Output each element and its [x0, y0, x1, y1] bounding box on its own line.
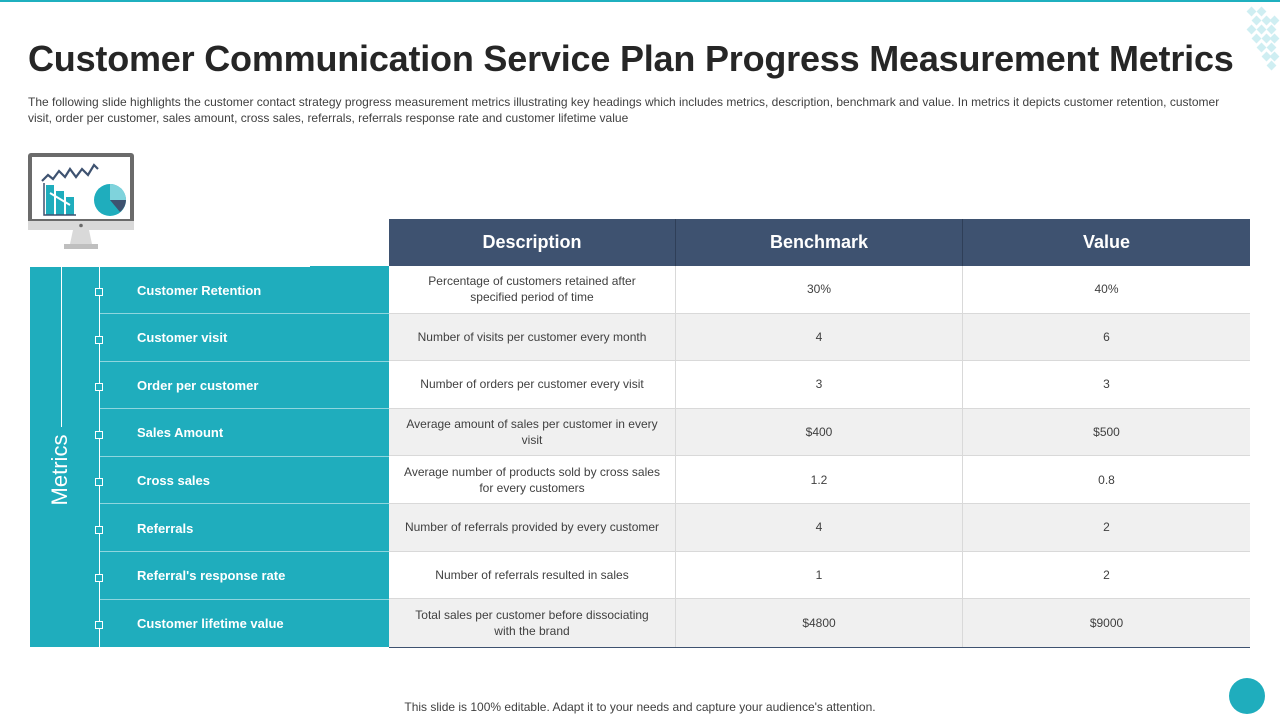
- metrics-vertical-label: Metrics: [47, 434, 72, 506]
- table-header: Description Benchmark Value: [389, 219, 1250, 266]
- metric-row: Cross sales: [100, 457, 389, 505]
- slide-subtitle: The following slide highlights the custo…: [28, 95, 1220, 125]
- timeline-marker: [95, 574, 103, 582]
- header-value: Value: [1082, 232, 1131, 252]
- connector-line: [61, 251, 62, 427]
- cell-description: Percentage of customers retained after s…: [389, 266, 676, 313]
- timeline-marker: [95, 526, 103, 534]
- cell-value: 3: [1103, 377, 1110, 392]
- cell-benchmark: 4: [676, 503, 963, 551]
- timeline-marker: [95, 431, 103, 439]
- table-body: Percentage of customers retained after s…: [389, 266, 1250, 648]
- cell-value: 2: [1103, 520, 1110, 535]
- cell-description: Average amount of sales per customer in …: [389, 408, 676, 456]
- cell-benchmark: 3: [676, 361, 963, 408]
- cell-description: Average number of products sold by cross…: [389, 456, 676, 503]
- circle-icon: [1229, 678, 1265, 714]
- cell-benchmark: 1: [676, 551, 963, 599]
- metric-row: Customer Retention: [100, 267, 389, 314]
- cell-value: 2: [1103, 567, 1110, 582]
- metric-row: Customer visit: [100, 315, 389, 362]
- diamond-dots-icon: [1240, 4, 1280, 74]
- metric-label: Referral's response rate: [137, 568, 286, 584]
- metric-row: Customer lifetime value: [100, 600, 389, 647]
- cell-benchmark: 4: [676, 313, 963, 361]
- header-description: Description: [389, 219, 676, 266]
- timeline-marker: [95, 621, 103, 629]
- table-row: Average number of products sold by cross…: [389, 456, 1250, 504]
- cell-value: 6: [1103, 329, 1110, 344]
- slide-title: Customer Communication Service Plan Prog…: [28, 38, 1234, 79]
- table-row: Total sales per customer before dissocia…: [389, 599, 1250, 647]
- connector-line-top: [61, 251, 100, 252]
- metric-label: Sales Amount: [137, 425, 224, 441]
- metric-row: Referral's response rate: [100, 553, 389, 600]
- table-row: Number of orders per customer every visi…: [389, 361, 1250, 409]
- cell-description: Number of visits per customer every mont…: [389, 313, 676, 361]
- panel-notch: [30, 250, 310, 267]
- cell-benchmark: 1.2: [676, 456, 963, 503]
- metric-row: Referrals: [100, 505, 389, 552]
- cell-benchmark: $400: [676, 408, 963, 456]
- table-row: Average amount of sales per customer in …: [389, 408, 1250, 457]
- cell-description: Total sales per customer before dissocia…: [389, 599, 676, 647]
- analytics-monitor-icon: [28, 153, 134, 249]
- cell-value: 40%: [1094, 282, 1119, 297]
- table-row: Number of referrals resulted in sales 1 …: [389, 551, 1250, 600]
- timeline-marker: [95, 336, 103, 344]
- metric-row: Order per customer: [100, 362, 389, 410]
- metric-label: Cross sales: [137, 472, 210, 488]
- table-row: Percentage of customers retained after s…: [389, 266, 1250, 314]
- cell-benchmark: 30%: [676, 266, 963, 313]
- metric-label: Order per customer: [137, 377, 259, 393]
- table-row: Number of visits per customer every mont…: [389, 313, 1250, 362]
- top-accent-line: [0, 0, 1280, 2]
- timeline-marker: [95, 478, 103, 486]
- metric-label: Customer Retention: [137, 282, 262, 298]
- metric-label: Customer visit: [137, 330, 228, 346]
- timeline-marker: [95, 383, 103, 391]
- cell-description: Number of referrals provided by every cu…: [389, 503, 676, 551]
- timeline-marker: [95, 288, 103, 296]
- metric-row: Sales Amount: [100, 410, 389, 457]
- metric-label: Referrals: [137, 520, 194, 536]
- cell-description: Number of orders per customer every visi…: [389, 361, 676, 408]
- table-row: Number of referrals provided by every cu…: [389, 503, 1250, 552]
- cell-value: $500: [1093, 425, 1120, 440]
- slide-footer: This slide is 100% editable. Adapt it to…: [404, 700, 876, 714]
- cell-description: Number of referrals resulted in sales: [389, 551, 676, 599]
- header-benchmark: Benchmark: [676, 219, 963, 266]
- timeline-line: [99, 251, 100, 647]
- cell-benchmark: $4800: [676, 599, 963, 647]
- cell-value: 0.8: [1098, 472, 1115, 487]
- metric-label: Customer lifetime value: [137, 616, 284, 632]
- cell-value: $9000: [1089, 615, 1124, 630]
